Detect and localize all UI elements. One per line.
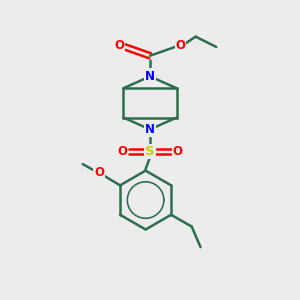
- Text: O: O: [94, 167, 104, 179]
- Text: N: N: [145, 70, 155, 83]
- Text: O: O: [118, 145, 128, 158]
- Text: O: O: [115, 39, 125, 52]
- Text: N: N: [145, 123, 155, 136]
- Text: O: O: [175, 39, 185, 52]
- Text: S: S: [145, 145, 155, 158]
- Text: O: O: [172, 145, 182, 158]
